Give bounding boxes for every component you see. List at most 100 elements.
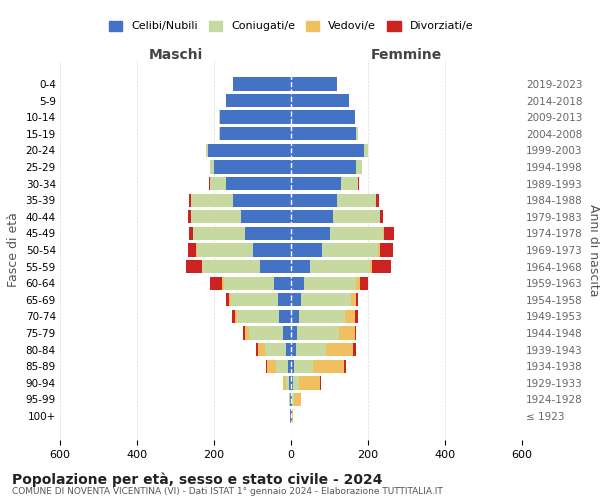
- Text: Popolazione per età, sesso e stato civile - 2024: Popolazione per età, sesso e stato civil…: [12, 472, 383, 487]
- Bar: [280, 310, 291, 323]
- Bar: [274, 276, 291, 290]
- Bar: [245, 326, 248, 340]
- Bar: [291, 78, 337, 90]
- Bar: [292, 393, 293, 406]
- Bar: [286, 343, 291, 356]
- Bar: [267, 360, 277, 373]
- Bar: [310, 260, 370, 274]
- Bar: [291, 326, 297, 340]
- Bar: [339, 326, 355, 340]
- Bar: [350, 293, 356, 306]
- Y-axis label: Fasce di età: Fasce di età: [7, 212, 20, 288]
- Bar: [291, 343, 296, 356]
- Bar: [283, 326, 291, 340]
- Bar: [291, 293, 301, 306]
- Bar: [377, 244, 380, 256]
- Bar: [245, 226, 291, 240]
- Bar: [291, 260, 310, 274]
- Bar: [292, 410, 293, 422]
- Bar: [286, 376, 289, 390]
- Bar: [291, 393, 292, 406]
- Bar: [358, 177, 359, 190]
- Bar: [291, 144, 364, 157]
- Bar: [290, 410, 291, 422]
- Bar: [294, 360, 313, 373]
- Bar: [232, 293, 278, 306]
- Bar: [237, 310, 280, 323]
- Bar: [265, 343, 286, 356]
- Bar: [356, 160, 362, 173]
- Bar: [256, 343, 257, 356]
- Bar: [283, 376, 286, 390]
- Text: COMUNE DI NOVENTA VICENTINA (VI) - Dati ISTAT 1° gennaio 2024 - Elaborazione TUT: COMUNE DI NOVENTA VICENTINA (VI) - Dati …: [12, 488, 443, 496]
- Bar: [291, 160, 356, 173]
- Bar: [202, 260, 260, 274]
- Bar: [296, 343, 326, 356]
- Bar: [291, 276, 304, 290]
- Bar: [353, 343, 356, 356]
- Bar: [290, 393, 291, 406]
- Bar: [191, 194, 233, 207]
- Bar: [322, 244, 377, 256]
- Bar: [291, 94, 349, 107]
- Bar: [257, 343, 265, 356]
- Bar: [209, 177, 210, 190]
- Bar: [293, 393, 301, 406]
- Bar: [188, 244, 196, 256]
- Bar: [189, 226, 193, 240]
- Bar: [222, 276, 224, 290]
- Bar: [337, 194, 376, 207]
- Bar: [345, 310, 355, 323]
- Bar: [355, 310, 358, 323]
- Bar: [299, 376, 320, 390]
- Bar: [291, 127, 356, 140]
- Bar: [208, 144, 291, 157]
- Bar: [364, 144, 368, 157]
- Bar: [372, 260, 391, 274]
- Text: Maschi: Maschi: [148, 48, 203, 62]
- Bar: [291, 210, 334, 224]
- Bar: [226, 177, 291, 190]
- Bar: [291, 177, 341, 190]
- Bar: [356, 127, 358, 140]
- Bar: [291, 310, 299, 323]
- Bar: [235, 310, 237, 323]
- Bar: [380, 244, 393, 256]
- Bar: [218, 127, 220, 140]
- Bar: [233, 78, 291, 90]
- Bar: [220, 127, 291, 140]
- Bar: [226, 293, 229, 306]
- Bar: [248, 326, 283, 340]
- Bar: [196, 244, 197, 256]
- Bar: [313, 360, 344, 373]
- Bar: [383, 226, 384, 240]
- Bar: [224, 276, 274, 290]
- Legend: Celibi/Nubili, Coniugati/e, Vedovi/e, Divorziati/e: Celibi/Nubili, Coniugati/e, Vedovi/e, Di…: [104, 16, 478, 36]
- Bar: [334, 210, 380, 224]
- Bar: [370, 260, 372, 274]
- Bar: [380, 210, 383, 224]
- Bar: [219, 110, 220, 124]
- Bar: [384, 226, 394, 240]
- Bar: [291, 410, 292, 422]
- Y-axis label: Anni di nascita: Anni di nascita: [587, 204, 599, 296]
- Bar: [376, 194, 379, 207]
- Bar: [186, 260, 202, 274]
- Bar: [291, 376, 293, 390]
- Bar: [297, 326, 339, 340]
- Bar: [266, 360, 267, 373]
- Bar: [277, 360, 288, 373]
- Bar: [197, 244, 253, 256]
- Bar: [344, 360, 346, 373]
- Bar: [289, 376, 291, 390]
- Bar: [278, 293, 291, 306]
- Bar: [291, 226, 329, 240]
- Bar: [189, 194, 191, 207]
- Bar: [260, 260, 291, 274]
- Bar: [299, 310, 345, 323]
- Bar: [293, 376, 299, 390]
- Bar: [214, 160, 291, 173]
- Bar: [220, 110, 291, 124]
- Bar: [210, 276, 222, 290]
- Bar: [360, 276, 368, 290]
